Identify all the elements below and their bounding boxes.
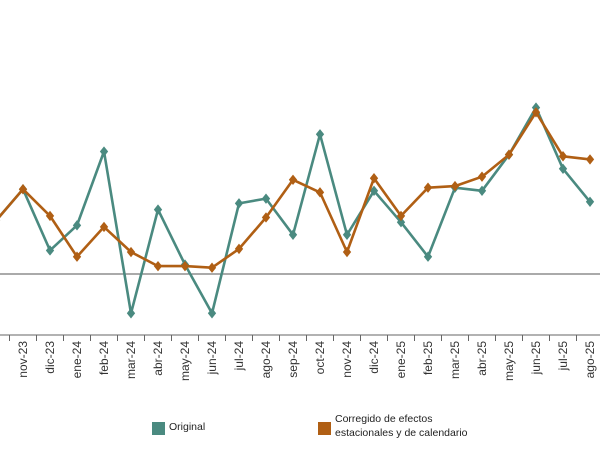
- data-point-marker: [423, 182, 433, 193]
- x-tick-label: oct-23: [0, 341, 3, 375]
- data-point-marker: [315, 187, 325, 198]
- data-point-marker: [288, 174, 298, 185]
- data-point-marker: [585, 154, 595, 165]
- data-point-marker: [450, 180, 460, 192]
- legend-label-original: Original: [169, 421, 206, 433]
- data-point-marker: [261, 212, 271, 223]
- x-tick-label: abr-25: [475, 341, 489, 376]
- x-tick-label: feb-25: [421, 341, 435, 375]
- data-point-marker: [369, 173, 379, 184]
- x-tick-label: mar-24: [124, 341, 138, 379]
- series-original: [0, 102, 595, 319]
- data-point-marker: [234, 243, 244, 255]
- x-tick-label: jun-25: [529, 341, 543, 376]
- data-point-marker: [180, 260, 190, 272]
- data-point-marker: [396, 210, 406, 222]
- data-point-marker: [369, 185, 379, 196]
- x-tick-label: dic-24: [367, 341, 381, 374]
- x-tick-label: nov-24: [340, 341, 354, 378]
- data-point-marker: [153, 260, 163, 272]
- x-axis-tick-labels: oct-23 nov-23 dic-23 ene-24 feb-24 mar-24 abr-…: [0, 341, 597, 381]
- data-point-marker: [396, 216, 406, 228]
- data-point-marker: [207, 262, 217, 273]
- x-tick-label: nov-23: [16, 341, 30, 378]
- data-point-marker: [477, 185, 487, 196]
- x-tick-label: mar-25: [448, 341, 462, 379]
- x-tick-label: sep-24: [286, 341, 300, 378]
- data-point-marker: [288, 229, 298, 240]
- data-point-marker: [72, 220, 82, 231]
- data-point-marker: [558, 163, 568, 175]
- legend-item-original: Original: [152, 420, 205, 435]
- x-tick-label: jun-24: [205, 341, 219, 376]
- x-tick-label: may-25: [502, 341, 516, 381]
- x-tick-label: ene-24: [70, 341, 84, 379]
- data-point-marker: [72, 251, 82, 262]
- x-tick-label: dic-23: [43, 341, 57, 374]
- data-point-marker: [531, 107, 541, 118]
- data-point-marker: [423, 251, 433, 262]
- data-point-marker: [342, 246, 352, 258]
- data-point-marker: [99, 146, 109, 157]
- x-axis-ticks: [9, 335, 577, 341]
- data-point-marker: [342, 229, 352, 240]
- x-tick-label: abr-24: [151, 341, 165, 376]
- data-point-marker: [45, 210, 55, 222]
- data-point-marker: [261, 193, 271, 204]
- x-tick-label: may-24: [178, 341, 192, 381]
- data-point-marker: [18, 184, 28, 195]
- data-point-marker: [45, 245, 55, 256]
- x-tick-label: jul-25: [556, 341, 570, 372]
- x-tick-label: jul-24: [232, 341, 246, 372]
- data-point-marker: [99, 221, 109, 233]
- data-point-marker: [153, 204, 163, 215]
- x-tick-label: ene-25: [394, 341, 408, 379]
- data-point-marker: [477, 171, 487, 182]
- x-tick-label: ago-25: [583, 341, 597, 379]
- data-point-marker: [558, 151, 568, 162]
- x-tick-label: ago-24: [259, 341, 273, 379]
- axes-layer: [0, 273, 600, 336]
- data-point-marker: [234, 198, 244, 209]
- legend: Original Corregido de efectos estacional…: [0, 412, 600, 452]
- data-point-marker: [207, 308, 217, 319]
- series-corrected: [0, 107, 595, 273]
- data-point-marker: [504, 149, 514, 160]
- data-point-marker: [585, 196, 595, 207]
- legend-label-corrected: Corregido de efectos estacionales y de c…: [335, 413, 468, 439]
- data-point-marker: [126, 246, 136, 258]
- legend-swatch-corrected: [318, 422, 331, 435]
- x-tick-label: feb-24: [97, 341, 111, 375]
- data-point-marker: [126, 308, 136, 319]
- series-layer: [0, 102, 595, 319]
- x-tick-label: oct-24: [313, 341, 327, 375]
- data-point-marker: [315, 129, 325, 140]
- legend-item-corrected: Corregido de efectos estacionales y de c…: [318, 412, 493, 440]
- legend-swatch-original: [152, 422, 165, 435]
